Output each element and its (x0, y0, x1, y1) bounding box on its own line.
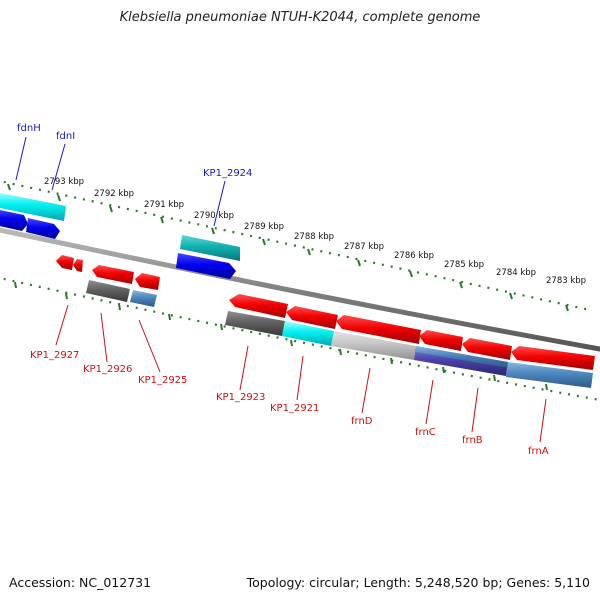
gene-label-frnA[interactable]: frnA (528, 446, 549, 457)
gene-label-KP1_2927[interactable]: KP1_2927 (30, 350, 79, 361)
gene-red-arrow[interactable] (73, 259, 83, 272)
tick-mark (14, 281, 17, 289)
forward-genes (0, 192, 240, 279)
tick-mark (357, 259, 361, 267)
tick-mark (57, 194, 61, 202)
gene-blue-arrow[interactable] (176, 253, 236, 279)
gene-label-KP1_2926[interactable]: KP1_2926 (83, 364, 132, 375)
tick-mark (442, 366, 445, 374)
tick-mark (307, 248, 311, 256)
reverse-genes (56, 255, 595, 388)
kbp-label: 2791 kbp (144, 200, 184, 210)
tick-mark (168, 313, 171, 321)
kbp-label: 2790 kbp (194, 211, 234, 221)
kbp-label: 2793 kbp (44, 177, 84, 187)
gene-fdnI-arrow[interactable] (0, 209, 28, 231)
gene-light-block[interactable] (331, 331, 416, 360)
tick-mark (118, 303, 121, 311)
tick-mark (459, 281, 463, 289)
kbp-label: 2787 kbp (344, 242, 384, 252)
gene-label-frnC[interactable]: frnC (415, 427, 436, 438)
forward-gene-labels: fdnH fdnI KP1_2924 (17, 123, 252, 179)
reverse-gene-labels: KP1_2927 KP1_2926 KP1_2925 KP1_2923 KP1_… (30, 350, 549, 457)
gene-blue-arrow[interactable] (26, 218, 60, 239)
tick-mark (339, 348, 342, 356)
tick-mark (545, 383, 548, 391)
genome-backbone (0, 227, 600, 352)
kbp-label: 2789 kbp (244, 222, 284, 232)
gene-red-arrow[interactable] (135, 273, 160, 290)
gene-frnB-arrow[interactable] (462, 338, 512, 360)
gene-KP1_2925-block[interactable] (130, 290, 157, 307)
kbp-labels: 2793 kbp 2792 kbp 2791 kbp 2790 kbp 2789… (44, 177, 586, 286)
kbp-label: 2786 kbp (394, 251, 434, 261)
kbp-label: 2784 kbp (496, 268, 536, 278)
gene-label-fdnI[interactable]: fdnI (56, 131, 75, 142)
forward-leaders (15, 136, 226, 227)
reverse-leaders (55, 304, 547, 443)
gene-KP1_2924-arrow[interactable] (180, 235, 240, 261)
gene-steel-block[interactable] (506, 362, 593, 388)
tick-mark (160, 216, 164, 224)
gene-frnC-arrow[interactable] (419, 330, 463, 351)
gene-frnA-arrow[interactable] (511, 346, 595, 370)
tick-mark (290, 339, 293, 347)
upper-tick-track (0, 179, 591, 312)
tick-mark (220, 323, 223, 331)
tick-mark (493, 374, 496, 382)
gene-red-arrow[interactable] (229, 294, 288, 318)
tick-mark (262, 238, 266, 246)
tick-mark (211, 227, 215, 235)
gene-red-arrow[interactable] (56, 255, 74, 270)
gene-KP1_2923-block[interactable] (225, 311, 285, 336)
tick-mark (7, 183, 11, 191)
gene-red-arrow[interactable] (286, 306, 338, 329)
gene-label-KP1_2923[interactable]: KP1_2923 (216, 392, 265, 403)
gene-KP1_2926-block[interactable] (86, 280, 130, 302)
gene-label-frnB[interactable]: frnB (462, 435, 483, 446)
diagram-title: Klebsiella pneumoniae NTUH-K2044, comple… (119, 10, 481, 25)
accession-text: Accession: NC_012731 (9, 575, 152, 590)
tick-mark (565, 304, 569, 312)
gene-frnD-arrow[interactable] (336, 315, 421, 344)
gene-label-KP1_2921[interactable]: KP1_2921 (270, 403, 319, 414)
kbp-label: 2788 kbp (294, 232, 334, 242)
gene-KP1_2921-block[interactable] (282, 321, 334, 346)
tick-mark (409, 270, 413, 278)
kbp-label: 2785 kbp (444, 260, 484, 270)
kbp-label: 2783 kbp (546, 276, 586, 286)
tick-mark (65, 292, 68, 300)
lower-tick-track (0, 276, 600, 402)
gene-label-KP1_2925[interactable]: KP1_2925 (138, 375, 187, 386)
gene-steel-block[interactable] (416, 346, 508, 368)
kbp-label: 2792 kbp (94, 189, 134, 199)
tick-mark (109, 205, 113, 213)
gene-label-fdnH[interactable]: fdnH (17, 123, 41, 134)
tick-mark (390, 357, 393, 365)
gene-label-frnD[interactable]: frnD (351, 416, 373, 427)
genome-summary-text: Topology: circular; Length: 5,248,520 bp… (246, 575, 590, 590)
gene-red-arrow[interactable] (92, 265, 134, 284)
gene-label-KP1_2924[interactable]: KP1_2924 (203, 168, 252, 179)
tick-mark (509, 292, 513, 300)
gene-fdnH-arrow[interactable] (0, 192, 66, 221)
